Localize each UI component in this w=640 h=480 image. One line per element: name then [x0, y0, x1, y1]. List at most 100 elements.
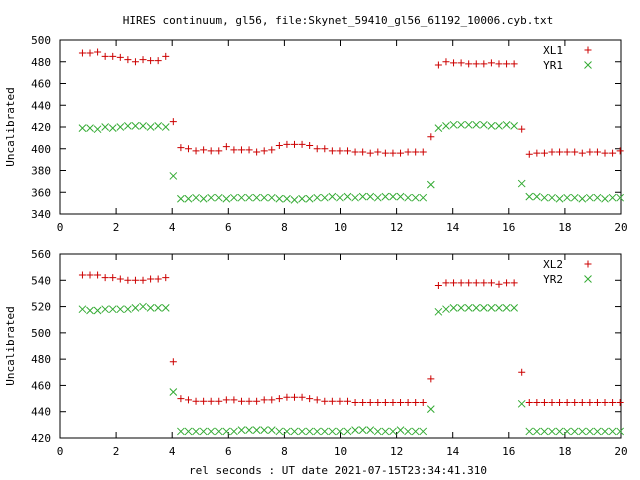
data-point [101, 305, 110, 314]
data-point [222, 427, 231, 436]
data-point [426, 405, 435, 413]
data-point [601, 427, 609, 436]
data-point [267, 426, 276, 434]
data-point [343, 192, 352, 201]
data-point [336, 397, 344, 405]
x-tick-label: 2 [113, 221, 120, 234]
x-tick-label: 4 [169, 445, 176, 458]
data-point [328, 427, 337, 436]
data-point [389, 427, 397, 436]
data-point [374, 148, 382, 156]
data-point [570, 193, 579, 202]
data-point [548, 193, 556, 202]
data-point [389, 399, 397, 407]
y-tick-label: 500 [31, 34, 51, 47]
data-point [374, 399, 382, 407]
data-point [586, 399, 594, 407]
x-tick-label: 8 [281, 221, 288, 234]
data-point [344, 147, 352, 155]
data-point [147, 275, 155, 283]
data-point [230, 193, 238, 202]
data-point [207, 397, 215, 405]
data-point [320, 427, 329, 436]
data-point [563, 193, 571, 202]
data-point [230, 427, 238, 436]
data-point [313, 145, 321, 153]
data-point [275, 395, 283, 403]
data-point [442, 305, 450, 314]
data-point [578, 194, 587, 203]
data-point [328, 397, 336, 405]
plot-frame [59, 253, 622, 439]
data-point [593, 148, 601, 156]
data-point [487, 59, 495, 67]
data-point [540, 193, 549, 202]
data-point [298, 140, 306, 148]
data-point [207, 427, 216, 436]
data-point [252, 193, 261, 202]
data-point [184, 194, 193, 203]
data-point [147, 57, 155, 65]
data-point [253, 397, 261, 405]
data-point [290, 140, 298, 148]
data-point [237, 397, 245, 405]
data-point [457, 279, 465, 287]
data-point [169, 172, 178, 180]
data-point [169, 358, 177, 366]
data-point [94, 271, 102, 279]
data-point [434, 282, 442, 290]
x-tick-label: 18 [558, 221, 571, 234]
data-point [192, 193, 200, 202]
data-point [290, 196, 299, 204]
data-point [586, 193, 594, 202]
data-point [548, 399, 556, 407]
data-point [252, 426, 261, 434]
data-point [86, 271, 94, 279]
legend-label: YR1 [543, 59, 563, 72]
bottom-panel: 0 2 4 6 8 10 12 14 16 18 20 420 440 460 480 500 520 540 56… [4, 248, 628, 458]
data-point [517, 399, 526, 408]
data-point [457, 59, 465, 67]
data-point [108, 305, 117, 314]
data-point [78, 305, 87, 314]
series-yr1 [78, 120, 625, 204]
data-point [570, 427, 579, 436]
data-point [472, 279, 480, 287]
data-point [260, 147, 268, 155]
y-tick-label: 540 [31, 274, 51, 287]
data-point [109, 52, 117, 60]
y-tick-label: 420 [31, 121, 51, 134]
data-point [313, 396, 321, 404]
data-point [321, 145, 329, 153]
data-point [177, 427, 185, 436]
data-point [139, 56, 147, 64]
data-point [101, 274, 109, 282]
x-tick-label: 0 [57, 221, 64, 234]
data-point [161, 123, 170, 131]
data-point [616, 399, 624, 407]
data-point [578, 399, 586, 407]
data-point [359, 399, 367, 407]
data-point [214, 193, 223, 202]
data-point [563, 148, 571, 156]
data-point [419, 148, 427, 156]
data-point [571, 399, 579, 407]
data-point [601, 194, 609, 203]
data-point [78, 271, 86, 279]
data-point [86, 306, 94, 315]
data-point [397, 149, 405, 157]
data-point [533, 399, 541, 407]
data-point [116, 305, 125, 314]
data-point [381, 192, 390, 201]
data-point [479, 120, 488, 129]
data-point [320, 193, 329, 202]
data-point [411, 427, 420, 436]
data-point [480, 60, 488, 68]
data-point [358, 426, 367, 434]
y-tick-label: 500 [31, 327, 51, 340]
data-point [237, 426, 246, 434]
data-point [419, 193, 428, 202]
data-point [268, 146, 276, 154]
data-point [540, 399, 548, 407]
data-point [556, 148, 564, 156]
